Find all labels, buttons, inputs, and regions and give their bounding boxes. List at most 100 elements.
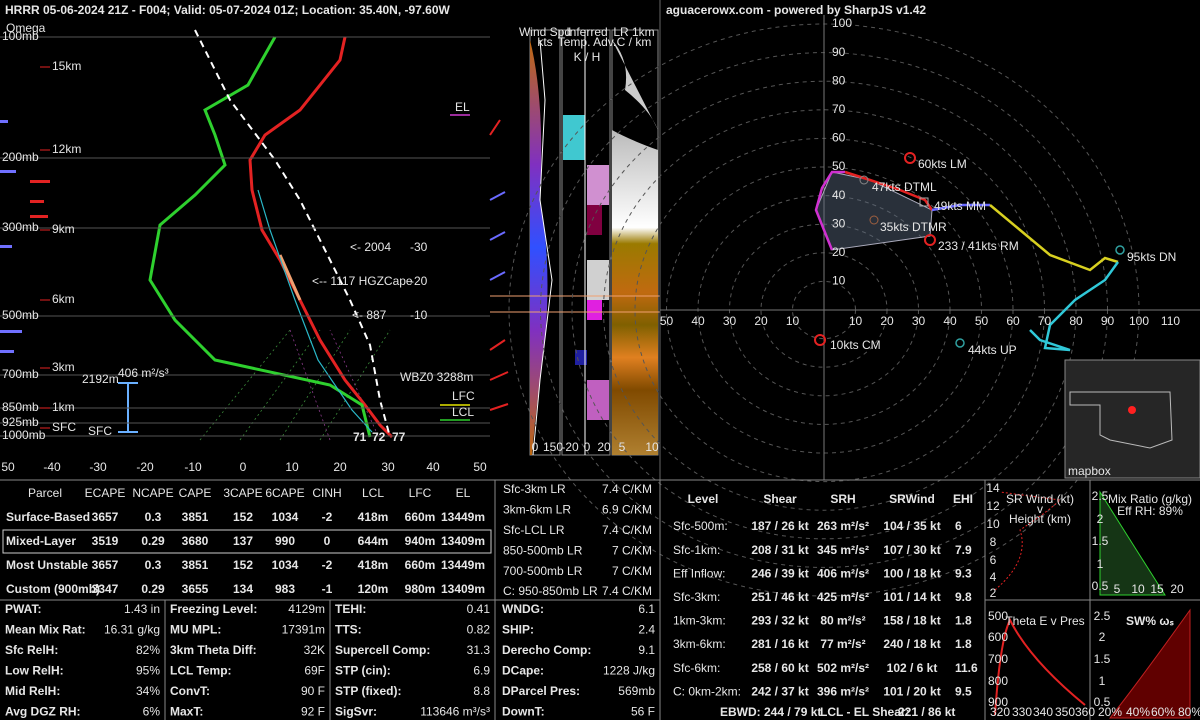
kinematic-cell: 100 / 18 kt [883, 566, 940, 580]
skewt-annotation: <- 887 [352, 308, 387, 322]
panel-tick: 10 [645, 440, 659, 454]
kinematic-header: SRWind [889, 492, 935, 506]
index-label: Freezing Level: [170, 602, 257, 616]
height-label: 6km [52, 292, 75, 306]
index-label: DownT: [502, 705, 545, 719]
mini-x-tick: 80% [1178, 705, 1200, 719]
hodo-x-label: 50 [975, 314, 989, 328]
index-label: MU MPL: [170, 623, 221, 637]
skewt-annotation: SFC [88, 424, 112, 438]
mini-y-tick: 10 [986, 517, 1000, 531]
parcel-cell: 1034 [272, 510, 299, 524]
kinematic-cell: 9.5 [955, 684, 972, 698]
index-value: 113646 m³/s³ [420, 705, 490, 719]
skewt-annotation: WBZ0 3288m [400, 370, 473, 384]
index-label: SHIP: [502, 623, 534, 637]
lapse-value: 7.4 C/KM [602, 482, 652, 496]
pressure-label: 700mb [2, 367, 39, 381]
height-label: SFC [52, 420, 76, 434]
hodo-x-label: 50 [660, 314, 674, 328]
kinematic-cell: 158 / 18 kt [883, 614, 940, 628]
chart-title: HRRR 05-06-2024 21Z - F004; Valid: 05-07… [5, 3, 451, 17]
pressure-label: 100mb [2, 29, 39, 43]
lapse-value: 6.9 C/KM [602, 503, 652, 517]
index-value: 1.43 in [124, 602, 160, 616]
index-label: SigSvr: [335, 705, 377, 719]
lapse-label: Sfc-LCL LR [503, 523, 565, 537]
hodo-x-label: 80 [1069, 314, 1083, 328]
index-value: 8.8 [473, 684, 490, 698]
hodo-annotation: 49kts MM [934, 199, 986, 213]
parcel-cell: 660m [405, 510, 436, 524]
index-value: 9.1 [638, 643, 655, 657]
parcel-header: NCAPE [132, 486, 173, 500]
kinematic-cell: 240 / 18 kt [883, 637, 940, 651]
mini-x-tick: 20% [1098, 705, 1122, 719]
parcel-cell: 3657 [92, 510, 119, 524]
mini-y-tick: 900 [988, 695, 1008, 709]
index-value: 92 F [301, 705, 325, 719]
parcel-cell: 660m [405, 558, 436, 572]
kinematic-cell: 246 / 39 kt [751, 566, 808, 580]
mini-y-tick: 4 [990, 570, 997, 584]
kinematic-header: EHI [953, 492, 973, 506]
parcel-cell: 3655 [182, 582, 209, 596]
index-label: STP (cin): [335, 664, 391, 678]
kinematic-cell: 104 / 35 kt [883, 519, 940, 533]
kinematic-cell: 187 / 26 kt [751, 519, 808, 533]
ring-label: 80 [832, 73, 846, 87]
index-label: Mid RelH: [5, 684, 60, 698]
kinematic-cell: 293 / 32 kt [751, 614, 808, 628]
hodo-annotation: 60kts LM [918, 157, 967, 171]
kinematic-cell: 9.8 [955, 590, 972, 604]
skewt-lines [0, 29, 509, 441]
hodo-annotation: 233 / 41kts RM [938, 239, 1019, 253]
lapse-label: C: 950-850mb LR [503, 584, 598, 598]
mini-y-tick: 0.5 [1094, 695, 1111, 709]
hodo-x-label: 30 [723, 314, 737, 328]
mini-x-tick: 40% [1126, 705, 1150, 719]
mini-y-tick: 1 [1097, 557, 1104, 571]
index-value: 6.1 [638, 602, 655, 616]
hodo-annotation: 10kts CM [830, 338, 881, 352]
panel-header: Temp. Adv. [558, 35, 616, 49]
ring-label: 30 [832, 216, 846, 230]
parcel-name: Most Unstable [6, 558, 88, 572]
kinematic-level: Sfc-1km: [673, 543, 720, 557]
mini-x-tick: 350 [1055, 705, 1075, 719]
mini-y-tick: 600 [988, 630, 1008, 644]
index-label: TEHI: [335, 602, 366, 616]
skewt-annotation: 406 m²/s³ [118, 366, 169, 380]
parcel-cell: 1034 [272, 558, 299, 572]
index-label: Low RelH: [5, 664, 64, 678]
hodo-x-label: 40 [943, 314, 957, 328]
hodo-x-label: 20 [880, 314, 894, 328]
index-value: 69F [304, 664, 325, 678]
ebwd: EBWD: 244 / 79 kt [720, 705, 821, 719]
parcel-header: LFC [409, 486, 432, 500]
parcel-cell: 0.29 [141, 534, 165, 548]
parcel-cell: 0 [324, 534, 331, 548]
kinematic-cell: 11.6 [955, 661, 978, 675]
ring-label: 90 [832, 45, 846, 59]
parcel-cell: 13409m [441, 582, 485, 596]
mini-plot-title: SW% ωₛ [1126, 614, 1174, 628]
kinematic-cell: 80 m²/s² [820, 614, 865, 628]
hodo-x-label: 100 [1129, 314, 1149, 328]
index-label: STP (fixed): [335, 684, 401, 698]
kinematic-cell: 502 m²/s² [817, 661, 869, 675]
panel-tick: 150 [543, 440, 563, 454]
mini-y-tick: 2 [1097, 512, 1104, 526]
hodo-x-label: 110 [1161, 314, 1180, 328]
parcel-cell: 137 [233, 534, 253, 548]
kinematic-level: 3km-6km: [673, 637, 726, 651]
kinematic-level: Sfc-500m: [673, 519, 728, 533]
mini-y-tick: 800 [988, 674, 1008, 688]
mini-plot-title: SR Wind (kt) [1006, 492, 1074, 506]
parcel-cell: 0.3 [145, 558, 162, 572]
kinematic-level: Sfc-3km: [673, 590, 720, 604]
kinematic-cell: 281 / 16 kt [751, 637, 808, 651]
index-label: Mean Mix Rat: [5, 623, 86, 637]
